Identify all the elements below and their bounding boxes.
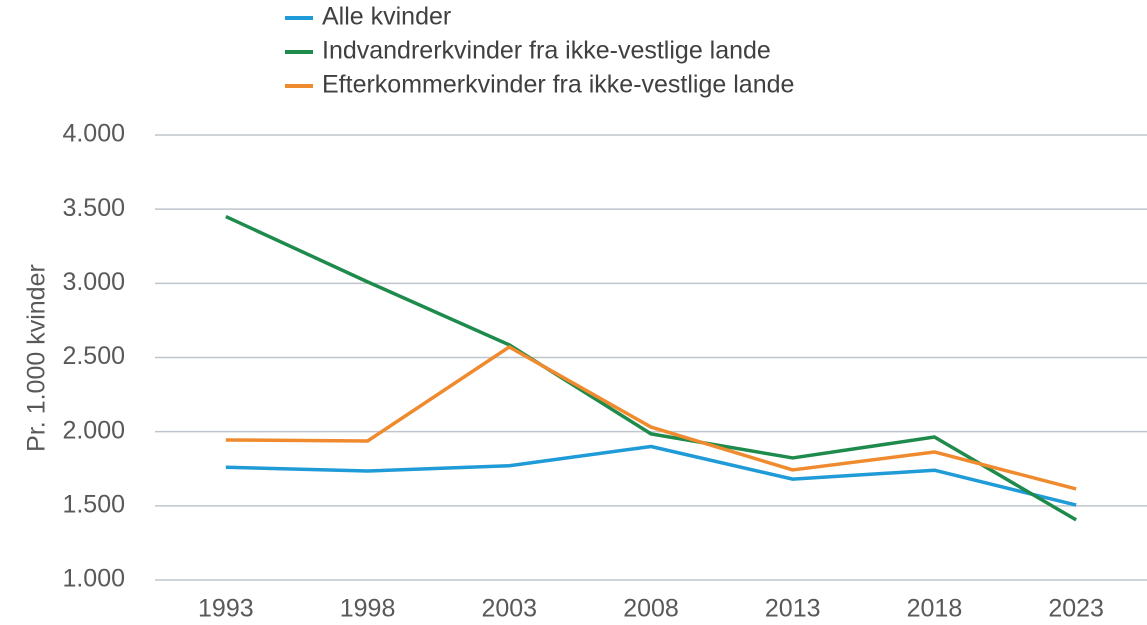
y-tick-label: 1.500 — [62, 490, 125, 518]
series-line — [225, 345, 1077, 491]
y-tick-label: 3.000 — [62, 268, 125, 296]
x-tick-label: 2023 — [1048, 595, 1104, 623]
x-tick-label: 1998 — [340, 595, 396, 623]
legend-label: Indvandrerkvinder fra ikke-vestlige land… — [322, 37, 771, 65]
x-tick-label: 2013 — [765, 595, 821, 623]
series-line — [225, 444, 1077, 507]
y-tick-label: 2.000 — [62, 416, 125, 444]
y-tick-label: 3.500 — [62, 194, 125, 222]
y-tick-label: 4.000 — [62, 120, 125, 148]
x-tick-label: 2018 — [907, 595, 963, 623]
x-tick-label: 2008 — [623, 595, 679, 623]
legend-label: Alle kvinder — [322, 3, 451, 31]
series-line — [225, 214, 1078, 522]
y-tick-label: 2.500 — [62, 342, 125, 370]
legend-label: Efterkommerkvinder fra ikke-vestlige lan… — [322, 71, 794, 99]
x-tick-label: 1993 — [198, 595, 254, 623]
y-axis-label: Pr. 1.000 kvinder — [23, 264, 51, 452]
x-tick-label: 2003 — [481, 595, 537, 623]
y-tick-label: 1.000 — [62, 565, 125, 593]
